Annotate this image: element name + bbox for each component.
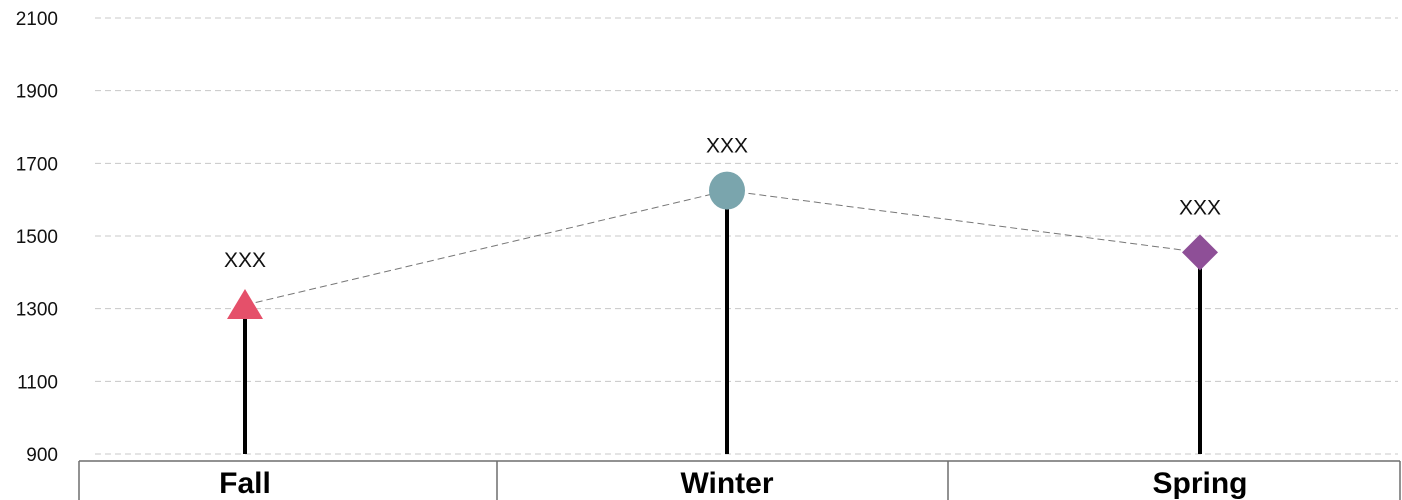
y-axis: 900 1100 1300 1500 1700 1900 2100 (16, 9, 58, 466)
category-label-spring: Spring (1153, 467, 1248, 500)
category-label-winter: Winter (680, 467, 773, 500)
data-label-winter: XXX (706, 135, 748, 158)
markers (227, 171, 1218, 320)
spring-marker (1182, 234, 1218, 271)
data-label-spring: XXX (1179, 196, 1221, 219)
data-label-fall: XXX (224, 249, 266, 272)
y-tick-label: 2100 (16, 9, 58, 30)
y-tick-label: 1100 (17, 372, 58, 393)
y-tick-label: 900 (26, 445, 58, 466)
y-tick-label: 1900 (16, 82, 58, 103)
category-axis: Fall Winter Spring (78, 460, 1401, 500)
y-tick-label: 1500 (16, 227, 58, 248)
data-labels: XXX XXX XXX (224, 135, 1221, 272)
y-tick-label: 1300 (16, 300, 58, 321)
fall-marker (227, 289, 263, 320)
gridlines (95, 17, 1398, 455)
category-label-fall: Fall (219, 467, 271, 500)
y-tick-label: 1700 (16, 154, 58, 175)
winter-marker (709, 171, 745, 210)
stems (243, 190, 1202, 454)
